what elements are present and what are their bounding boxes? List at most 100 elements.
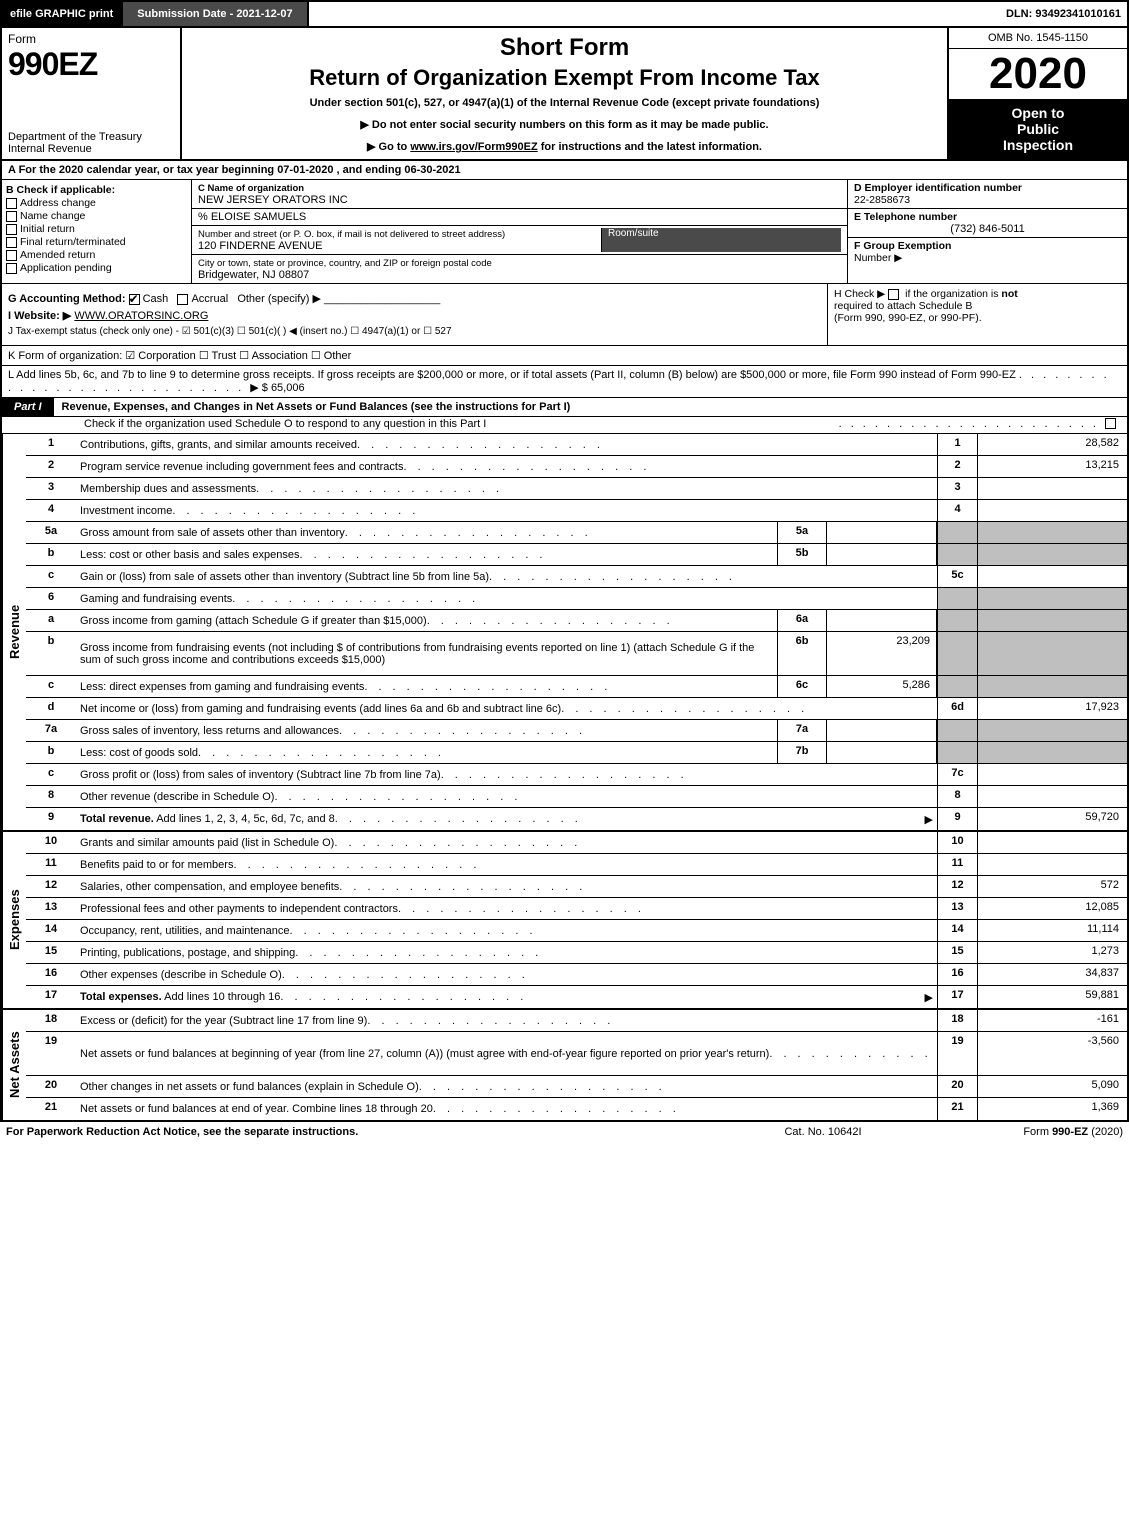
line-number: 2 [26,456,76,477]
ein: 22-2858673 [854,194,1121,206]
sub-line-value [827,522,937,543]
amount: 5,090 [977,1076,1127,1097]
line-number: c [26,764,76,785]
chk-cash[interactable] [129,294,140,305]
line-number: c [26,676,76,697]
amount [977,522,1127,543]
row-i: I Website: ▶ WWW.ORATORSINC.ORG [8,309,821,322]
line-description: Grants and similar amounts paid (list in… [76,832,937,853]
row-l: L Add lines 5b, 6c, and 7b to line 9 to … [0,366,1129,398]
amount: 13,215 [977,456,1127,477]
line-description: Program service revenue including govern… [76,456,937,477]
amount: 11,114 [977,920,1127,941]
paperwork-notice: For Paperwork Reduction Act Notice, see … [6,1126,723,1138]
chk-address-change[interactable] [6,198,17,209]
table-row: 7aGross sales of inventory, less returns… [26,720,1127,742]
row-j: J Tax-exempt status (check only one) - ☑… [8,326,821,337]
care-of: % ELOISE SAMUELS [198,211,841,223]
result-line-number: 3 [937,478,977,499]
line-number: 13 [26,898,76,919]
line-number: 4 [26,500,76,521]
form-header: Form 990EZ Department of the Treasury In… [0,28,1129,161]
chk-final-return[interactable] [6,237,17,248]
c-label: C Name of organization [198,183,304,194]
table-row: 3Membership dues and assessments . . . .… [26,478,1127,500]
website-url[interactable]: WWW.ORATORSINC.ORG [74,310,208,322]
return-title: Return of Organization Exempt From Incom… [190,65,939,91]
line-number: 17 [26,986,76,1008]
line-description: Less: cost of goods sold . . . . . . . .… [76,742,777,763]
result-line-number: 14 [937,920,977,941]
table-row: 1Contributions, gifts, grants, and simil… [26,434,1127,456]
efile-label[interactable]: efile GRAPHIC print [2,2,121,26]
sub-line-value [827,742,937,763]
line-description: Printing, publications, postage, and shi… [76,942,937,963]
result-line-number: 21 [937,1098,977,1120]
col-c-org: C Name of organization NEW JERSEY ORATOR… [192,180,847,283]
line-number: 5a [26,522,76,543]
tax-year: 2020 [949,49,1127,99]
line-number: 8 [26,786,76,807]
table-row: 6Gaming and fundraising events . . . . .… [26,588,1127,610]
submission-date: Submission Date - 2021-12-07 [121,2,308,26]
row-h: H Check ▶ if the organization is not req… [827,284,1127,345]
form-word: Form [8,32,174,46]
chk-schedule-b[interactable] [888,289,899,300]
line-number: 10 [26,832,76,853]
chk-amended[interactable] [6,250,17,261]
amount [977,720,1127,741]
line-number: b [26,544,76,565]
side-expenses: Expenses [2,832,26,1008]
result-line-number [937,522,977,543]
amount: 59,881 [977,986,1127,1008]
org-name: NEW JERSEY ORATORS INC [198,194,841,206]
chk-schedule-o[interactable] [1105,418,1116,429]
table-row: 8Other revenue (describe in Schedule O) … [26,786,1127,808]
result-line-number [937,610,977,631]
sub-line-value [827,720,937,741]
sub-line-value [827,544,937,565]
chk-application-pending[interactable] [6,263,17,274]
line-number: d [26,698,76,719]
line-description: Occupancy, rent, utilities, and maintena… [76,920,937,941]
amount [977,742,1127,763]
result-line-number: 8 [937,786,977,807]
sub-line-label: 7a [777,720,827,741]
amount: 28,582 [977,434,1127,455]
chk-name-change[interactable] [6,211,17,222]
amount: 1,273 [977,942,1127,963]
form-number: 990EZ [8,46,174,83]
amount [977,632,1127,675]
result-line-number: 1 [937,434,977,455]
section-ghij: G Accounting Method: Cash Accrual Other … [0,284,1129,346]
table-row: 17Total expenses. Add lines 10 through 1… [26,986,1127,1008]
line-description: Net assets or fund balances at end of ye… [76,1098,937,1120]
result-line-number [937,742,977,763]
chk-accrual[interactable] [177,294,188,305]
table-row: dNet income or (loss) from gaming and fu… [26,698,1127,720]
irs-link[interactable]: www.irs.gov/Form990EZ [410,141,537,153]
line-number: 7a [26,720,76,741]
result-line-number: 17 [937,986,977,1008]
amount [977,478,1127,499]
sub-line-value: 5,286 [827,676,937,697]
table-row: cGain or (loss) from sale of assets othe… [26,566,1127,588]
omb-number: OMB No. 1545-1150 [949,28,1127,49]
table-row: 19Net assets or fund balances at beginni… [26,1032,1127,1076]
chk-initial-return[interactable] [6,224,17,235]
f-label: F Group Exemption [854,240,951,252]
result-line-number [937,544,977,565]
col-def: D Employer identification number 22-2858… [847,180,1127,283]
result-line-number: 5c [937,566,977,587]
line-number: 15 [26,942,76,963]
result-line-number: 19 [937,1032,977,1075]
amount [977,832,1127,853]
result-line-number: 7c [937,764,977,785]
line-number: 9 [26,808,76,830]
section-bcdef: B Check if applicable: Address change Na… [0,180,1129,284]
line-description: Excess or (deficit) for the year (Subtra… [76,1010,937,1031]
d-label: D Employer identification number [854,182,1022,194]
amount: -161 [977,1010,1127,1031]
table-row: 16Other expenses (describe in Schedule O… [26,964,1127,986]
line-description: Total revenue. Add lines 1, 2, 3, 4, 5c,… [76,808,937,830]
